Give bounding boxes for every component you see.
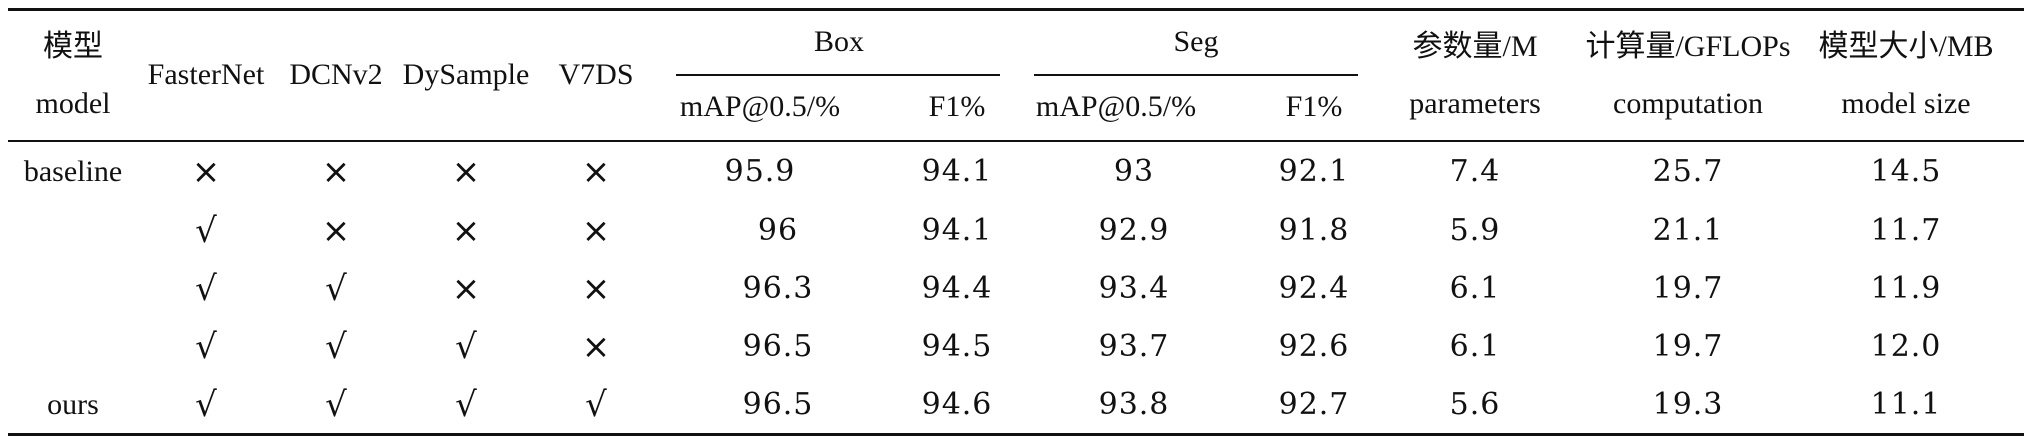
seg-group-rule — [1034, 74, 1358, 76]
cell-seg-map: 92.9 — [1098, 213, 1170, 248]
header-box-f1: F1% — [928, 90, 986, 123]
cell-box-map: 96.3 — [742, 271, 814, 306]
header-params-cn: 参数量/M — [1412, 30, 1538, 63]
cell-v7ds-mark: × — [581, 211, 611, 251]
header-dcnv2: DCNv2 — [289, 58, 383, 91]
cell-dysample-mark: √ — [455, 327, 477, 367]
cell-dcnv2-mark: × — [321, 211, 351, 251]
top-rule — [8, 8, 2024, 11]
cell-box-f1: 94.1 — [921, 154, 993, 189]
cell-box-map: 96.5 — [742, 329, 814, 364]
header-comp-cn: 计算量/GFLOPs — [1585, 30, 1791, 63]
cell-size: 12.0 — [1870, 329, 1942, 364]
cell-v7ds-mark: × — [581, 269, 611, 309]
cell-seg-f1: 92.6 — [1278, 329, 1350, 364]
cell-v7ds-mark: × — [581, 152, 611, 192]
cell-fasternet-mark: √ — [195, 211, 217, 251]
cell-params: 5.6 — [1449, 387, 1501, 422]
header-seg-map: mAP@0.5/% — [1035, 90, 1197, 123]
bottom-rule — [8, 433, 2024, 436]
cell-size: 14.5 — [1870, 154, 1942, 189]
header-dysample: DySample — [402, 58, 530, 91]
cell-v7ds-mark: × — [581, 327, 611, 367]
cell-size: 11.1 — [1870, 387, 1942, 422]
cell-dcnv2-mark: √ — [325, 327, 347, 367]
cell-box-map: 96.5 — [742, 387, 814, 422]
cell-comp: 19.7 — [1652, 329, 1724, 364]
header-size-en: model size — [1841, 87, 1971, 120]
cell-seg-map: 93 — [1113, 154, 1155, 189]
cell-seg-f1: 92.4 — [1278, 271, 1350, 306]
cell-seg-map: 93.8 — [1098, 387, 1170, 422]
cell-comp: 21.1 — [1652, 213, 1724, 248]
cell-box-f1: 94.1 — [921, 213, 993, 248]
cell-box-f1: 94.6 — [921, 387, 993, 422]
cell-box-f1: 94.5 — [921, 329, 993, 364]
box-group-rule — [676, 74, 1000, 76]
cell-seg-f1: 92.1 — [1278, 154, 1350, 189]
cell-fasternet-mark: √ — [195, 385, 217, 425]
cell-seg-map: 93.7 — [1098, 329, 1170, 364]
cell-v7ds-mark: √ — [585, 385, 607, 425]
cell-size: 11.9 — [1870, 271, 1942, 306]
cell-dysample-mark: × — [451, 152, 481, 192]
header-box: Box — [813, 25, 865, 58]
cell-model: ours — [47, 388, 99, 421]
cell-fasternet-mark: × — [191, 152, 221, 192]
cell-comp: 25.7 — [1652, 154, 1724, 189]
cell-dcnv2-mark: √ — [325, 385, 347, 425]
cell-seg-f1: 92.7 — [1278, 387, 1350, 422]
header-box-map: mAP@0.5/% — [679, 90, 841, 123]
cell-params: 6.1 — [1449, 271, 1501, 306]
header-v7ds: V7DS — [558, 58, 634, 91]
header-comp-en: computation — [1613, 87, 1763, 120]
cell-box-f1: 94.4 — [921, 271, 993, 306]
cell-dysample-mark: × — [451, 269, 481, 309]
cell-box-map: 95.9 — [724, 154, 796, 189]
cell-dysample-mark: × — [451, 211, 481, 251]
cell-box-map: 96 — [757, 213, 799, 248]
cell-model: baseline — [23, 155, 123, 188]
cell-comp: 19.7 — [1652, 271, 1724, 306]
header-model-en: model — [35, 87, 111, 120]
header-size-cn: 模型大小/MB — [1818, 30, 1994, 63]
cell-size: 11.7 — [1870, 213, 1942, 248]
cell-seg-map: 93.4 — [1098, 271, 1170, 306]
cell-fasternet-mark: √ — [195, 327, 217, 367]
header-params-en: parameters — [1409, 87, 1541, 120]
cell-params: 7.4 — [1449, 154, 1501, 189]
header-model-cn: 模型 — [43, 30, 103, 63]
cell-dysample-mark: √ — [455, 385, 477, 425]
header-rule — [8, 140, 2024, 142]
cell-fasternet-mark: √ — [195, 269, 217, 309]
cell-comp: 19.3 — [1652, 387, 1724, 422]
cell-dcnv2-mark: × — [321, 152, 351, 192]
cell-seg-f1: 91.8 — [1278, 213, 1350, 248]
cell-dcnv2-mark: √ — [325, 269, 347, 309]
header-fasternet: FasterNet — [147, 58, 265, 91]
cell-params: 6.1 — [1449, 329, 1501, 364]
header-seg-f1: F1% — [1285, 90, 1343, 123]
header-seg: Seg — [1173, 25, 1219, 58]
cell-params: 5.9 — [1449, 213, 1501, 248]
